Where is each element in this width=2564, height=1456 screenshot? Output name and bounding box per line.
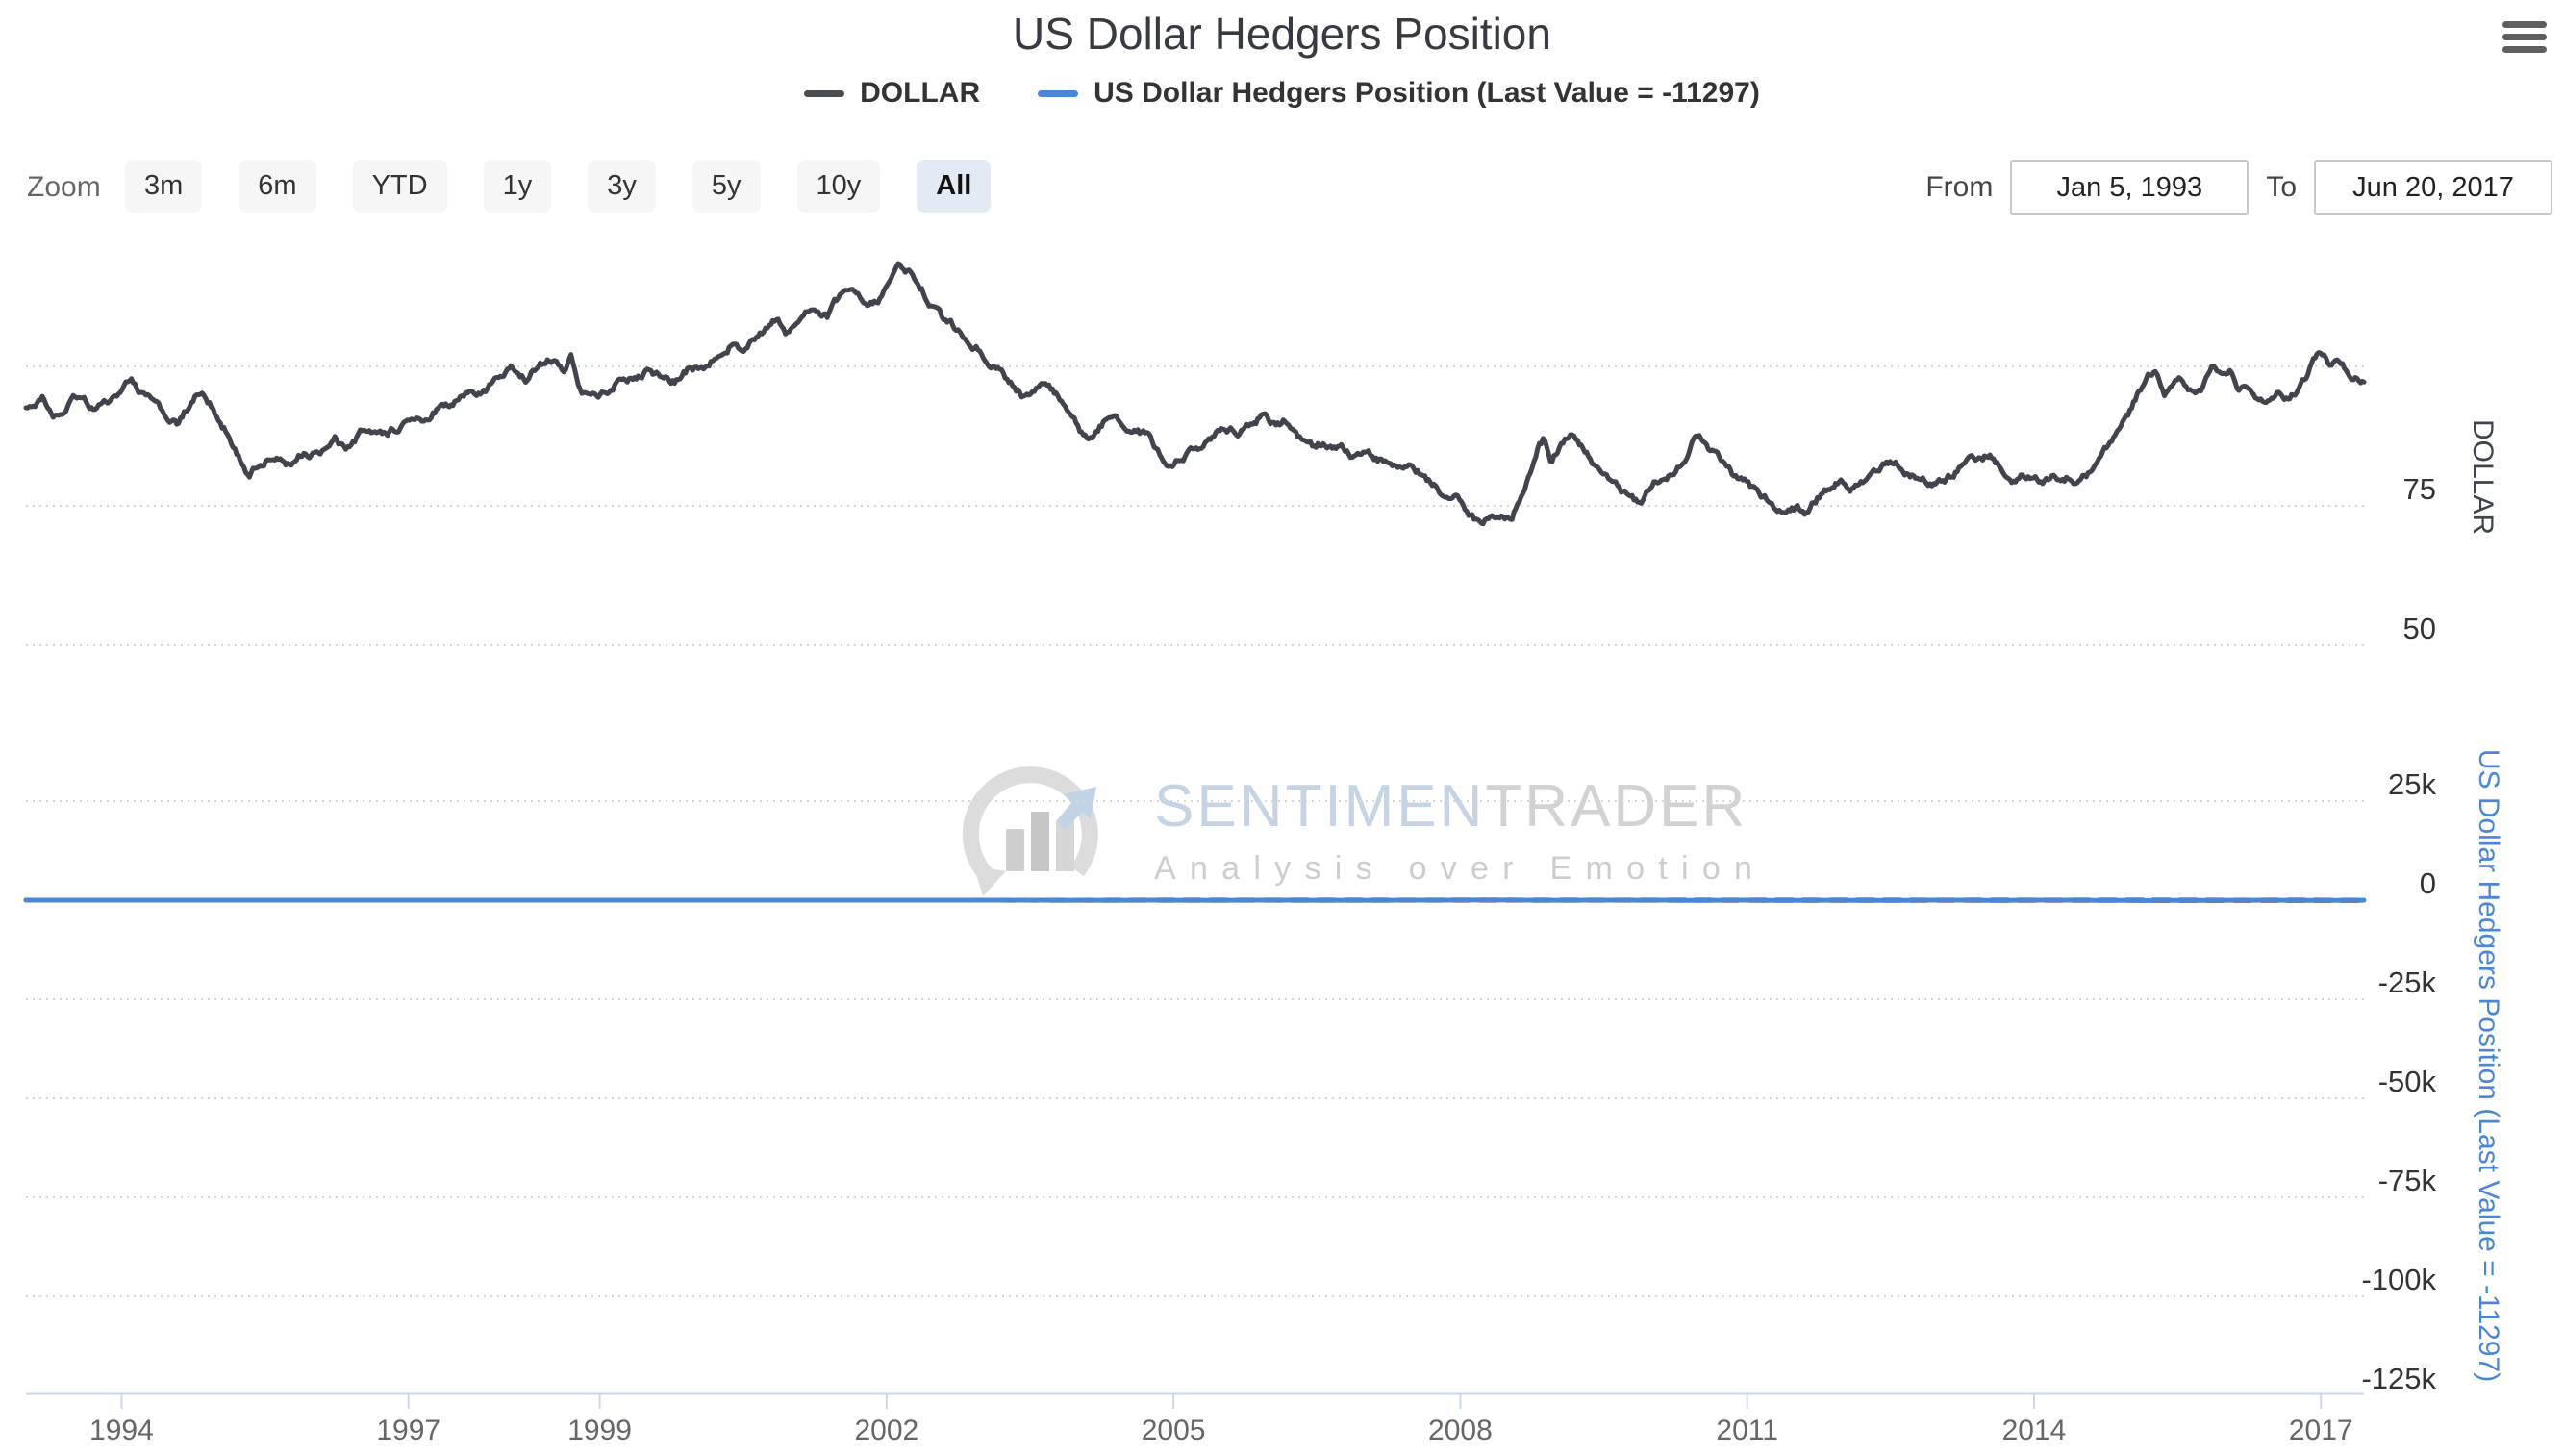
chart-toolbar: Zoom 3m 6m YTD 1y 3y 5y 10y All From To xyxy=(0,160,2564,217)
x-axis-label: 1994 xyxy=(89,1415,154,1446)
y-axis-label-hedgers: -125k xyxy=(2361,1362,2436,1395)
legend-line-swatch-black xyxy=(804,89,845,97)
zoom-button-all[interactable]: All xyxy=(917,160,992,213)
y-axis-label-hedgers: -25k xyxy=(2378,966,2437,999)
zoom-button-6m[interactable]: 6m xyxy=(239,160,316,213)
axis-labels: 1994 1997 1999 2002 2005 2008 2011 2014 2017 75 50… xyxy=(89,419,2504,1446)
hedgers-axis-title: US Dollar Hedgers Position (Last Value =… xyxy=(2473,749,2504,1382)
menu-hamburger-icon[interactable] xyxy=(2502,21,2547,56)
y-axis-label-hedgers: -100k xyxy=(2361,1263,2436,1296)
gridlines xyxy=(26,365,2364,1297)
zoom-range-label: Zoom xyxy=(27,171,101,203)
series-line-dollar xyxy=(23,261,2367,527)
zoom-button-1y[interactable]: 1y xyxy=(483,160,552,213)
legend-label: US Dollar Hedgers Position (Last Value =… xyxy=(1093,77,1760,109)
from-date-input[interactable] xyxy=(2010,160,2250,215)
to-label: To xyxy=(2266,171,2297,203)
zoom-button-10y[interactable]: 10y xyxy=(796,160,881,213)
x-axis-label: 2011 xyxy=(1716,1415,1778,1446)
chart-legend: DOLLAR US Dollar Hedgers Position (Last … xyxy=(0,77,2564,110)
to-date-input[interactable] xyxy=(2314,160,2552,215)
y-axis-label-hedgers: 0 xyxy=(2420,866,2436,900)
axes xyxy=(26,1392,2364,1409)
series-line-us-dollar-hedgers-position xyxy=(23,897,2367,903)
hamburger-bar xyxy=(2502,34,2547,40)
x-axis-label: 2008 xyxy=(1428,1415,1493,1446)
x-axis-label: 2002 xyxy=(854,1415,918,1446)
x-axis-label: 1997 xyxy=(376,1415,440,1446)
zoom-button-3y[interactable]: 3y xyxy=(588,160,656,213)
series-lines xyxy=(23,261,2367,903)
hamburger-bar xyxy=(2502,21,2547,28)
hamburger-bar xyxy=(2502,46,2547,53)
y-axis-label-hedgers: -50k xyxy=(2378,1065,2437,1098)
y-axis-label-dollar: 50 xyxy=(2403,612,2436,645)
zoom-button-5y[interactable]: 5y xyxy=(691,160,761,213)
x-axis-label: 1999 xyxy=(567,1415,632,1446)
zoom-button-3m[interactable]: 3m xyxy=(125,160,203,213)
page-title: US Dollar Hedgers Position xyxy=(1013,9,1551,59)
legend-item-hedgers[interactable]: US Dollar Hedgers Position (Last Value =… xyxy=(1038,77,1760,110)
x-axis-label: 2014 xyxy=(2002,1415,2067,1446)
x-axis-label: 2005 xyxy=(1142,1415,1206,1446)
y-axis-label-dollar: 75 xyxy=(2403,472,2436,506)
y-axis-label-hedgers: -75k xyxy=(2378,1164,2437,1197)
legend-line-swatch-blue xyxy=(1038,89,1079,97)
from-label: From xyxy=(1925,171,1994,203)
legend-label: DOLLAR xyxy=(860,77,981,109)
legend-item-dollar[interactable]: DOLLAR xyxy=(804,77,980,110)
date-range-controls: From To xyxy=(1925,160,2552,215)
dollar-axis-title: DOLLAR xyxy=(2467,419,2499,535)
zoom-preset-buttons: 3m 6m YTD 1y 3y 5y 10y All xyxy=(125,160,992,213)
x-axis-label: 2017 xyxy=(2289,1415,2353,1446)
y-axis-label-hedgers: 25k xyxy=(2388,767,2436,801)
zoom-button-ytd[interactable]: YTD xyxy=(352,160,447,213)
